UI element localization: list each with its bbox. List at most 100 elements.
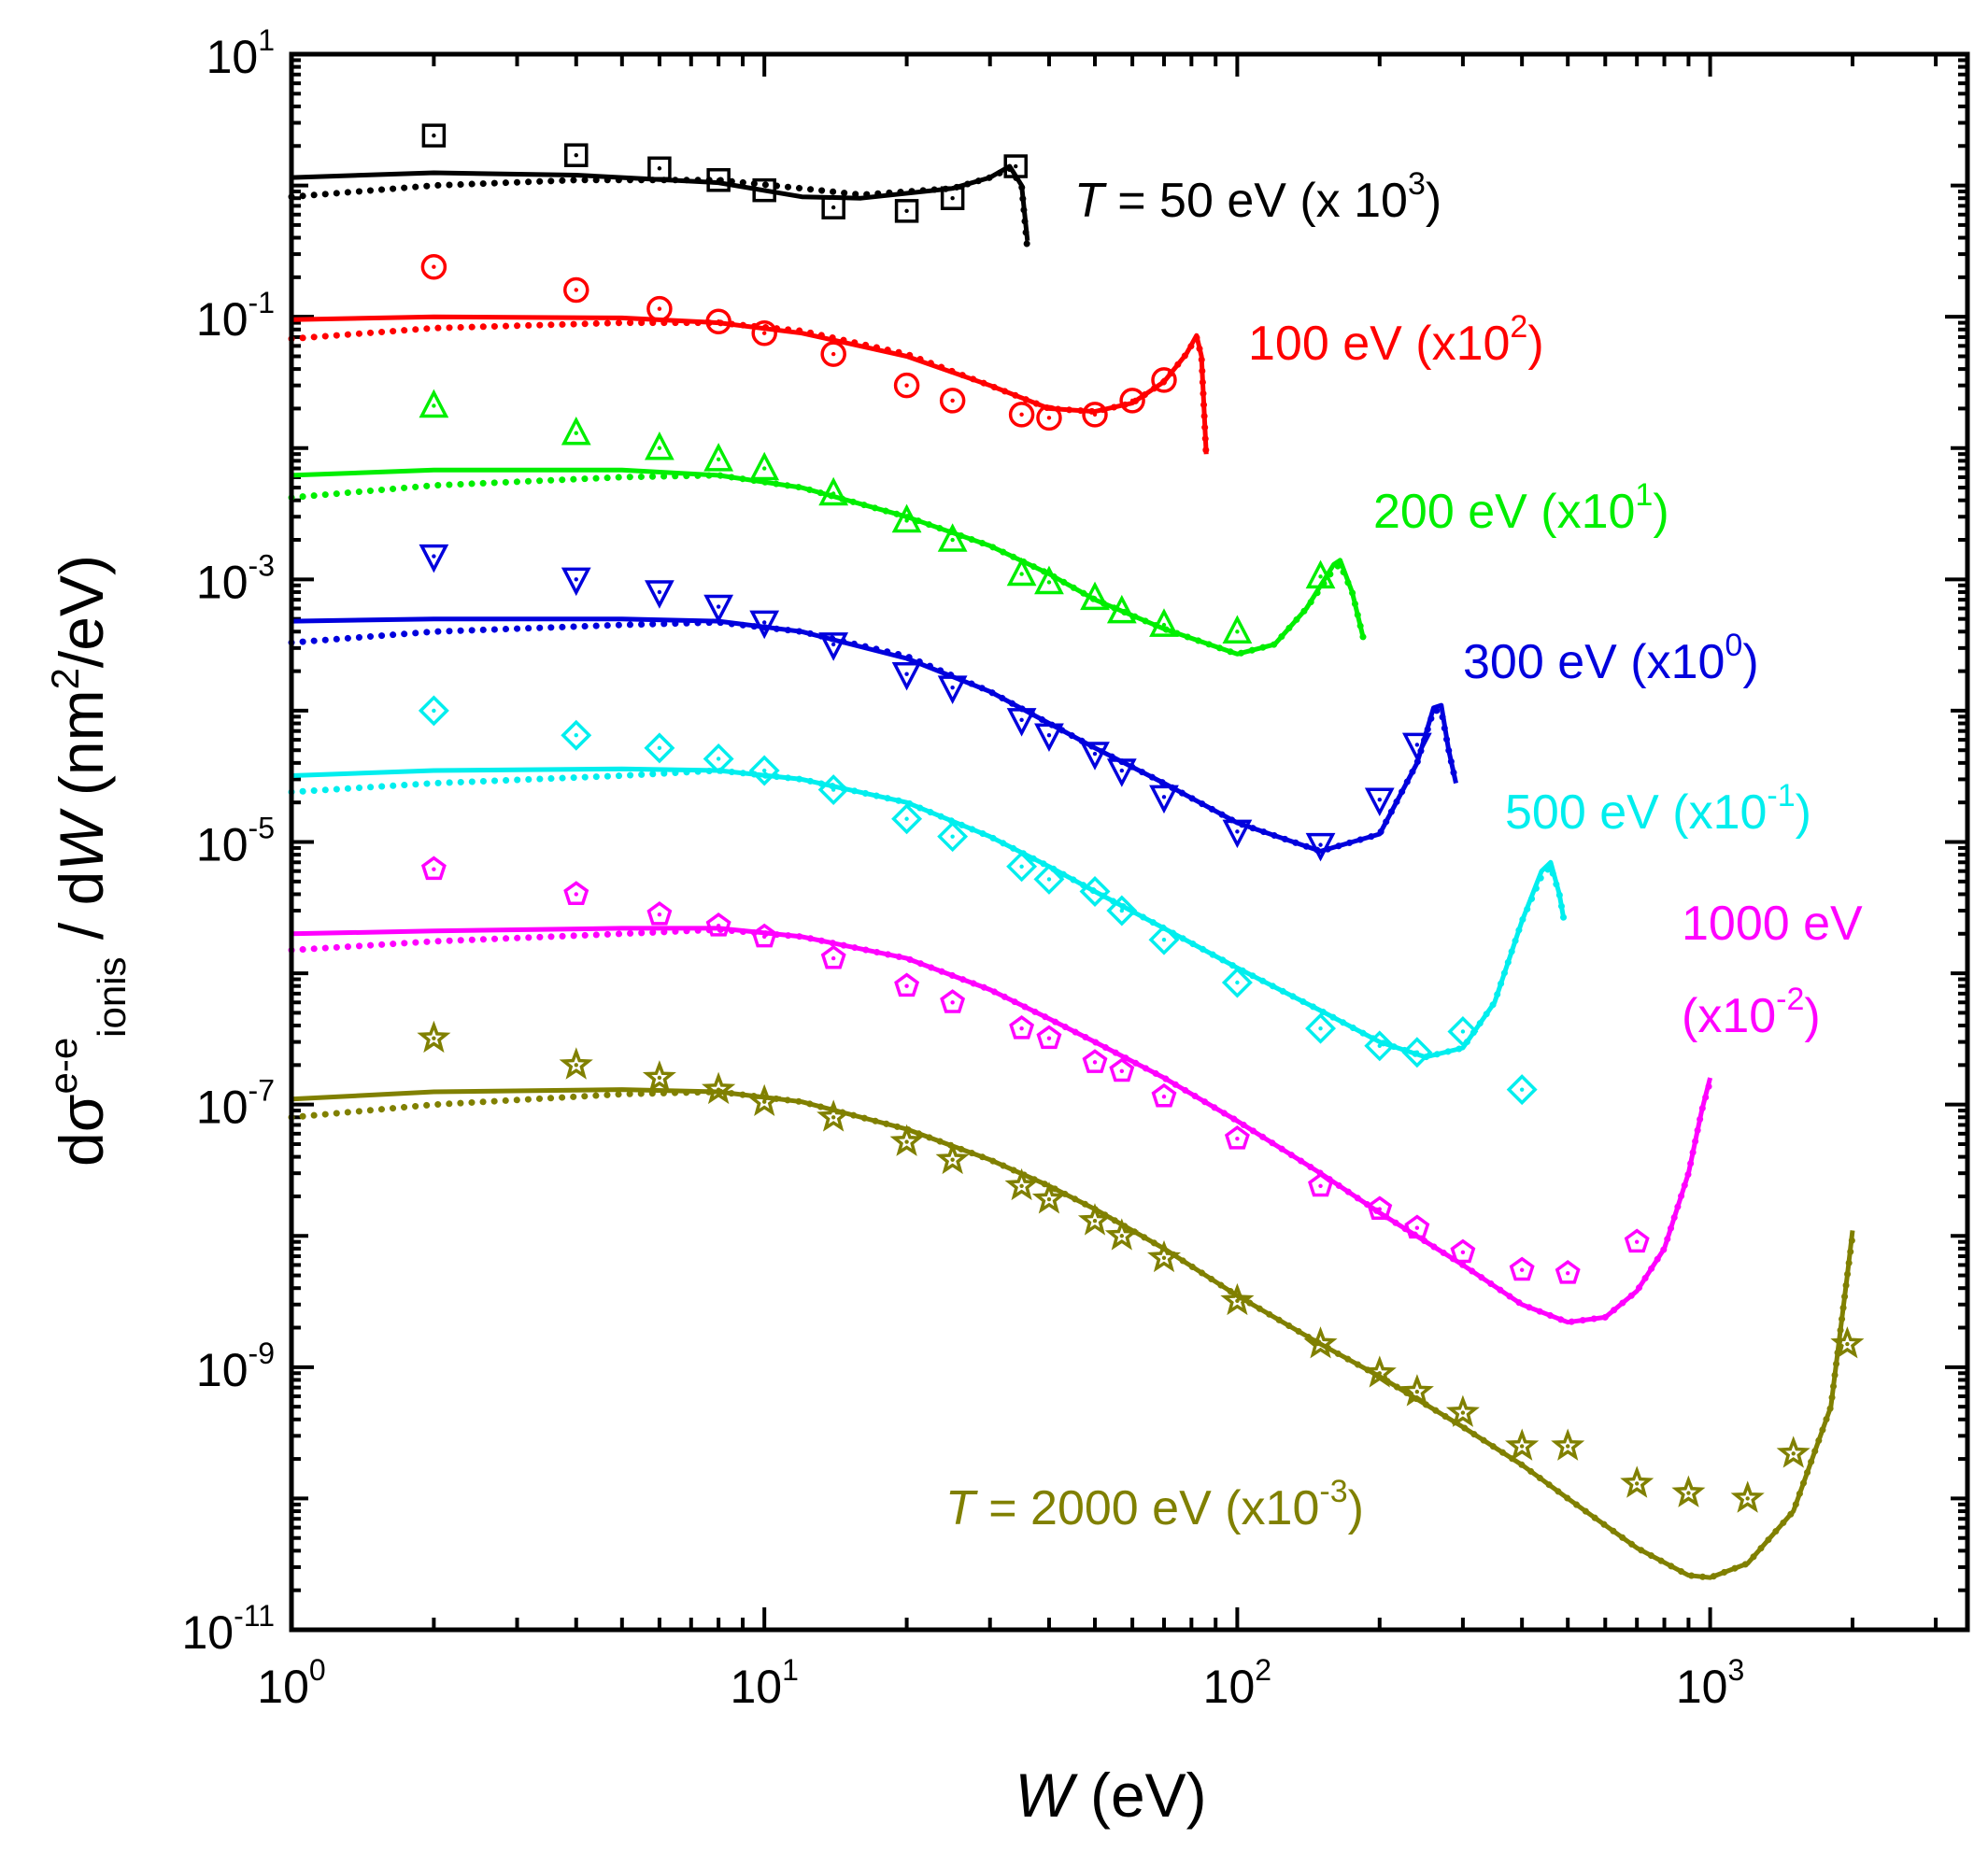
- data-point: [889, 1124, 924, 1156]
- data-point: [1033, 863, 1065, 895]
- y-axis-title: dσe-eionis / dW (nm2/eV): [41, 555, 134, 1167]
- data-point: [1222, 615, 1253, 644]
- annotation-part: = 50 eV (x 10: [1104, 174, 1408, 228]
- data-point-center: [1318, 574, 1323, 579]
- annotation-part: = 2000 eV (x10: [975, 1481, 1320, 1535]
- y-tick-label: 10-1: [196, 286, 275, 346]
- axis-ticks: [290, 52, 1967, 1632]
- data-point: [1008, 402, 1035, 428]
- data-point-center: [904, 518, 909, 523]
- data-point: [940, 186, 965, 210]
- data-point: [818, 632, 849, 661]
- annotation-part: 1: [1635, 477, 1653, 513]
- data-point: [1146, 1239, 1182, 1273]
- data-point: [1106, 895, 1138, 926]
- annotation-2000-ev: T = 2000 eV (x10-3): [945, 1474, 1364, 1535]
- data-point-center: [1046, 580, 1052, 585]
- data-point-center: [1519, 1267, 1525, 1272]
- data-point: [1003, 154, 1028, 178]
- data-point-center: [1019, 572, 1024, 576]
- data-point-center: [432, 403, 436, 408]
- data-point-center: [1129, 398, 1135, 403]
- data-point-center: [1119, 609, 1125, 614]
- data-point-center: [1791, 1451, 1796, 1456]
- data-point-center: [716, 319, 721, 324]
- data-point: [1308, 1172, 1333, 1197]
- data-point: [1776, 1436, 1810, 1468]
- data-point-center: [1318, 1183, 1323, 1188]
- annotation-200-ev: 200 eV (x101): [1373, 477, 1669, 539]
- annotation-part: 100 eV (x10: [1248, 317, 1510, 371]
- data-point: [1671, 1475, 1706, 1507]
- data-point-center: [1019, 1183, 1024, 1188]
- data-point-center: [1377, 1043, 1382, 1049]
- data-point: [706, 168, 731, 192]
- data-point-center: [1377, 1371, 1382, 1376]
- data-point: [1106, 594, 1137, 624]
- data-point: [561, 416, 591, 446]
- tick-exp: 1: [258, 23, 275, 57]
- data-point-center: [1235, 1136, 1240, 1141]
- tick-exp: 2: [1255, 1653, 1271, 1687]
- data-point: [1509, 1256, 1535, 1281]
- series-300-ev: [288, 544, 1459, 862]
- y-tick-label: 10-7: [196, 1074, 275, 1134]
- data-point-center: [574, 733, 578, 738]
- annotation-part: ): [1796, 785, 1811, 840]
- data-point-center: [1318, 1341, 1323, 1347]
- data-point-center: [1119, 1068, 1125, 1073]
- series-50-ev: [288, 123, 1031, 254]
- data-point: [703, 743, 734, 774]
- annotation-part: 500 eV (x10: [1505, 785, 1767, 840]
- data-point-center: [1235, 629, 1240, 634]
- annotation-part: ): [1348, 1481, 1364, 1535]
- y-axis-d: d: [47, 1132, 116, 1167]
- data-point: [1151, 367, 1177, 393]
- data-point: [1830, 1326, 1865, 1359]
- data-point: [564, 143, 589, 167]
- data-point-center: [761, 934, 767, 940]
- data-point: [702, 1071, 736, 1105]
- tick-base: 10: [196, 1344, 248, 1396]
- annotation-300-ev: 300 eV (x100): [1463, 628, 1759, 689]
- data-point-center: [432, 708, 436, 714]
- data-point: [1006, 708, 1037, 737]
- annotation-part: ): [1426, 174, 1441, 228]
- data-point: [1080, 581, 1110, 611]
- series-2000-ev: [288, 1020, 1865, 1581]
- solid-curve: [291, 163, 1030, 241]
- data-point: [1034, 723, 1064, 753]
- data-point-center: [831, 955, 836, 961]
- data-point: [705, 308, 731, 335]
- data-point-center: [1092, 751, 1098, 757]
- data-point-center: [950, 1000, 955, 1005]
- data-point-center: [950, 1157, 955, 1162]
- data-point: [561, 567, 591, 597]
- data-point-center: [657, 745, 662, 751]
- data-point-center: [831, 205, 836, 210]
- data-point-center: [1119, 908, 1125, 913]
- data-point: [1036, 404, 1062, 431]
- data-point: [703, 594, 734, 624]
- data-point: [747, 1083, 782, 1117]
- data-point: [646, 901, 673, 926]
- data-point-center: [950, 537, 955, 543]
- data-point: [563, 881, 589, 905]
- data-point-center: [904, 208, 909, 214]
- data-point-center: [716, 924, 721, 928]
- annotation-part: -3: [1319, 1474, 1347, 1509]
- dotted-curve: [288, 472, 1368, 658]
- data-point: [748, 755, 780, 786]
- data-point: [419, 544, 449, 573]
- tick-base: 10: [196, 556, 248, 608]
- data-point-center: [1318, 1026, 1323, 1031]
- tick-base: 10: [196, 819, 248, 871]
- data-point: [940, 989, 966, 1013]
- data-point: [563, 276, 589, 304]
- data-point: [645, 431, 674, 460]
- tick-base: 10: [206, 31, 259, 83]
- x-axis-unit: (eV): [1073, 1761, 1207, 1830]
- annotation-100-ev: 100 eV (x102): [1248, 309, 1544, 371]
- data-point-center: [1119, 1234, 1125, 1238]
- data-point-center: [574, 152, 578, 158]
